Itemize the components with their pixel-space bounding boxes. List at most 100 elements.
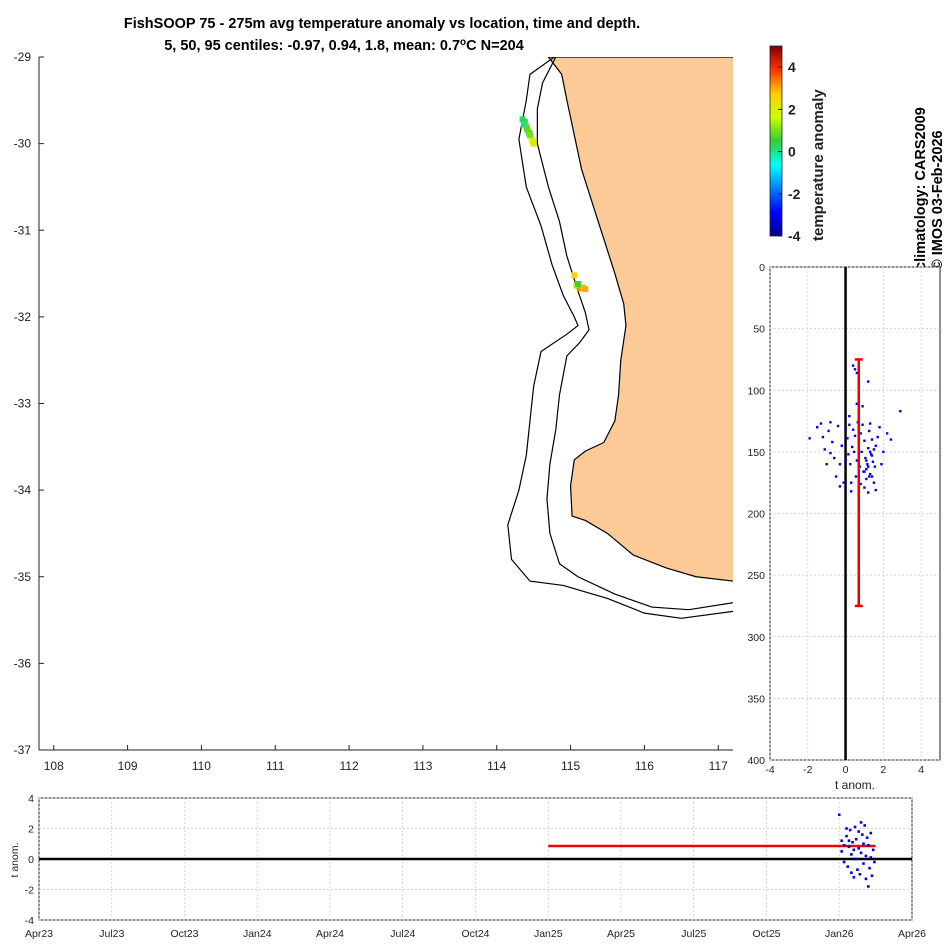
depth-xlabel: t anom. [835, 778, 875, 792]
time-data-point [837, 813, 841, 817]
time-data-point [851, 840, 854, 844]
time-data-point [857, 847, 860, 850]
figure-title-line1: FishSOOP 75 - 275m avg temperature anoma… [124, 16, 640, 32]
map-y-tick-label: -29 [14, 50, 32, 64]
depth-data-point [823, 448, 826, 451]
map-data-point [526, 131, 533, 138]
depth-data-point [854, 475, 858, 478]
time-data-point [850, 853, 853, 856]
depth-data-point [849, 463, 852, 466]
depth-data-point [846, 437, 849, 440]
time-x-tick-label: Jul23 [99, 928, 124, 940]
map-x-ticks: 108 109 110 111 112 113 114 115 116 117 [39, 745, 733, 773]
depth-data-point [870, 438, 874, 441]
depth-data-point [863, 486, 866, 489]
depth-data-point [867, 380, 870, 383]
colorbar-gradient [769, 45, 783, 237]
time-x-tick-label: Apr23 [25, 928, 53, 940]
depth-data-point [872, 448, 876, 451]
depth-x-tick-label: 2 [880, 764, 886, 776]
depth-data-point [867, 429, 871, 433]
figure-title-line2: 5, 50, 95 centiles: -0.97, 0.94, 1.8, me… [164, 37, 524, 54]
colorbar-tick-label: -2 [788, 186, 801, 202]
time-x-tick-label: Apr26 [898, 928, 926, 940]
depth-y-tick-label: 300 [747, 632, 765, 644]
depth-x-tick-label: -4 [765, 764, 774, 776]
depth-data-point [850, 445, 854, 449]
time-data-point [845, 834, 848, 838]
time-x-tick-label: Apr25 [607, 928, 635, 940]
time-ylabel: t anom. [9, 842, 21, 877]
time-x-tick-label: Oct23 [170, 928, 198, 940]
time-data-point [864, 854, 868, 858]
depth-data-point [878, 426, 881, 429]
time-data-point [862, 862, 865, 865]
map-x-tick-label: 117 [709, 759, 728, 773]
map-x-tick-label: 112 [340, 759, 359, 773]
depth-data-point [859, 482, 862, 486]
depth-data-point [851, 428, 855, 431]
time-points [837, 813, 876, 888]
time-y-tick-label: 4 [28, 793, 34, 805]
depth-y-tick-label: 200 [747, 509, 765, 521]
time-data-point [852, 848, 856, 852]
depth-data-point [808, 437, 811, 440]
time-y-tick-label: -2 [25, 885, 34, 897]
map-y-tick-label: -30 [14, 137, 32, 151]
depth-x-tick-label: -2 [803, 764, 812, 776]
depth-data-point [842, 481, 845, 484]
map-data-point [574, 280, 581, 287]
depth-data-point [880, 463, 883, 466]
depth-ticks: -4 -2 0 2 4 0 50 100 150 200 250 300 350 400 [747, 262, 924, 776]
depth-data-point [852, 450, 856, 454]
depth-data-point [825, 463, 828, 466]
depth-data-point [853, 434, 857, 438]
time-x-tick-label: Apr24 [316, 928, 344, 940]
time-data-point [859, 851, 863, 855]
time-data-point [867, 885, 870, 888]
time-data-point [840, 839, 843, 842]
depth-data-point [850, 481, 853, 484]
time-data-point [858, 872, 862, 876]
depth-data-point [872, 481, 876, 484]
depth-data-point [867, 446, 870, 450]
time-x-tick-label: Jan26 [825, 928, 854, 940]
time-x-tick-label: Oct25 [752, 928, 780, 940]
map-data-point [529, 138, 536, 145]
depth-data-point [864, 456, 867, 460]
time-data-point [845, 827, 848, 830]
map-data-point [521, 121, 528, 128]
time-data-point [869, 856, 873, 859]
depth-error-bar [854, 358, 863, 608]
map-x-tick-label: 116 [635, 759, 654, 773]
map-x-tick-label: 114 [487, 759, 506, 773]
depth-data-point [827, 429, 830, 433]
colorbar-label: temperature anomaly [810, 89, 827, 241]
depth-data-point [838, 463, 842, 466]
depth-data-point [885, 432, 889, 435]
depth-y-tick-label: 350 [747, 693, 765, 705]
depth-data-point [860, 450, 863, 454]
time-data-point [859, 821, 863, 824]
depth-data-point [867, 491, 870, 494]
depth-y-tick-label: 400 [747, 755, 765, 767]
map-y-tick-label: -32 [14, 310, 32, 324]
time-data-point [842, 843, 846, 847]
depth-data-point [870, 475, 874, 478]
depth-data-point [855, 459, 859, 462]
colorbar-tick-label: 0 [788, 144, 796, 160]
depth-data-point [863, 439, 866, 442]
depth-grid [769, 266, 940, 761]
copyright-label: © IMOS 03-Feb-2026 [930, 130, 946, 270]
depth-data-point [866, 463, 869, 466]
time-data-point [863, 824, 867, 827]
map-y-ticks: -29 -30 -31 -32 -33 -34 -35 -36 -37 [14, 50, 44, 757]
map-y-tick-label: -34 [14, 483, 32, 497]
time-y-tick-label: -4 [25, 915, 34, 927]
time-data-point [846, 865, 850, 868]
time-data-point [873, 860, 876, 864]
depth-data-point [853, 368, 857, 371]
depth-data-point [848, 414, 851, 418]
map-x-tick-label: 115 [561, 759, 580, 773]
time-data-point [870, 874, 874, 878]
